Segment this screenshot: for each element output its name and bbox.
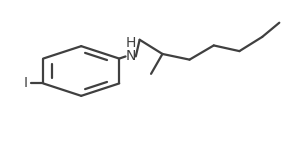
- Text: H: H: [125, 36, 136, 50]
- Text: N: N: [125, 49, 136, 63]
- Text: I: I: [24, 76, 28, 90]
